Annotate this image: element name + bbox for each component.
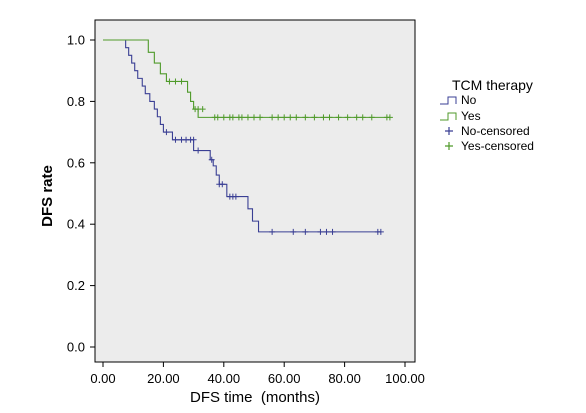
legend-swatch-no bbox=[440, 96, 457, 105]
y-tick-label: 0.8 bbox=[67, 94, 85, 109]
censor-mark-yes bbox=[368, 114, 375, 121]
x-tick-label: 20.00 bbox=[147, 371, 180, 386]
plot-area bbox=[94, 19, 416, 363]
y-axis-title: DFS rate bbox=[39, 165, 56, 227]
censor-mark-yes bbox=[386, 114, 393, 121]
censor-mark-yes bbox=[257, 114, 264, 121]
series-layer bbox=[103, 39, 393, 235]
censor-mark-no bbox=[302, 228, 309, 235]
censor-mark-yes bbox=[269, 114, 276, 121]
censor-mark-yes bbox=[335, 114, 342, 121]
censor-mark-no bbox=[195, 147, 202, 154]
legend-swatch-yes bbox=[440, 112, 457, 121]
survival-line-no bbox=[103, 39, 381, 233]
censor-mark-no bbox=[329, 228, 336, 235]
legend-label-yes-censored: Yes-censored bbox=[461, 139, 534, 153]
y-axis: 0.0 0.2 0.4 0.6 0.8 1.0 bbox=[67, 33, 95, 355]
x-tick-label: 100.00 bbox=[385, 371, 425, 386]
legend-label-no: No bbox=[461, 93, 477, 107]
censor-mark-yes bbox=[302, 114, 309, 121]
series-yes bbox=[103, 39, 393, 121]
legend-title: TCM therapy bbox=[452, 77, 533, 93]
x-axis-title: DFS time (months) bbox=[190, 389, 320, 406]
censor-mark-yes bbox=[287, 114, 294, 121]
censor-mark-no bbox=[163, 129, 170, 136]
censor-mark-yes bbox=[359, 114, 366, 121]
legend-swatch-yes-censored bbox=[445, 142, 453, 150]
censor-mark-yes bbox=[293, 114, 300, 121]
series-no bbox=[103, 39, 384, 235]
censor-mark-yes bbox=[353, 114, 360, 121]
legend-label-yes: Yes bbox=[461, 109, 481, 123]
censor-mark-no bbox=[377, 228, 384, 235]
censor-mark-yes bbox=[320, 114, 327, 121]
censor-mark-yes bbox=[281, 114, 288, 121]
censor-mark-yes bbox=[344, 114, 351, 121]
censor-mark-yes bbox=[244, 114, 251, 121]
censor-mark-yes bbox=[275, 114, 282, 121]
legend-label-no-censored: No-censored bbox=[461, 124, 530, 138]
y-tick-label: 1.0 bbox=[67, 33, 85, 48]
y-tick-label: 0.4 bbox=[67, 217, 85, 232]
censor-mark-yes bbox=[251, 114, 257, 121]
x-axis: 0.00 20.00 40.00 60.00 80.00 100.00 bbox=[90, 362, 425, 386]
censor-mark-yes bbox=[238, 114, 245, 121]
censor-mark-yes bbox=[214, 114, 221, 121]
censor-mark-no bbox=[323, 228, 330, 235]
x-tick-label: 60.00 bbox=[268, 371, 301, 386]
y-tick-label: 0.6 bbox=[67, 155, 85, 170]
censor-mark-yes bbox=[229, 114, 236, 121]
censor-mark-no bbox=[208, 156, 215, 163]
censor-mark-no bbox=[317, 228, 324, 235]
x-tick-label: 80.00 bbox=[328, 371, 361, 386]
x-tick-label: 40.00 bbox=[208, 371, 241, 386]
censor-mark-yes bbox=[178, 78, 185, 85]
censor-mark-no bbox=[269, 228, 276, 235]
censor-mark-yes bbox=[311, 114, 318, 121]
censor-mark-no bbox=[232, 193, 239, 200]
x-tick-label: 0.00 bbox=[90, 371, 115, 386]
legend-swatch-no-censored bbox=[445, 127, 453, 135]
censor-mark-no bbox=[219, 181, 226, 188]
y-tick-label: 0.2 bbox=[67, 278, 85, 293]
censor-mark-yes bbox=[220, 114, 227, 121]
censor-mark-yes bbox=[172, 78, 179, 85]
y-tick-label: 0.0 bbox=[67, 340, 85, 355]
censor-mark-yes bbox=[326, 114, 333, 121]
censor-mark-yes bbox=[166, 78, 173, 85]
censor-mark-no bbox=[190, 136, 197, 143]
censor-mark-yes bbox=[199, 106, 206, 113]
censor-mark-no bbox=[172, 136, 179, 143]
censor-mark-no bbox=[290, 228, 297, 235]
